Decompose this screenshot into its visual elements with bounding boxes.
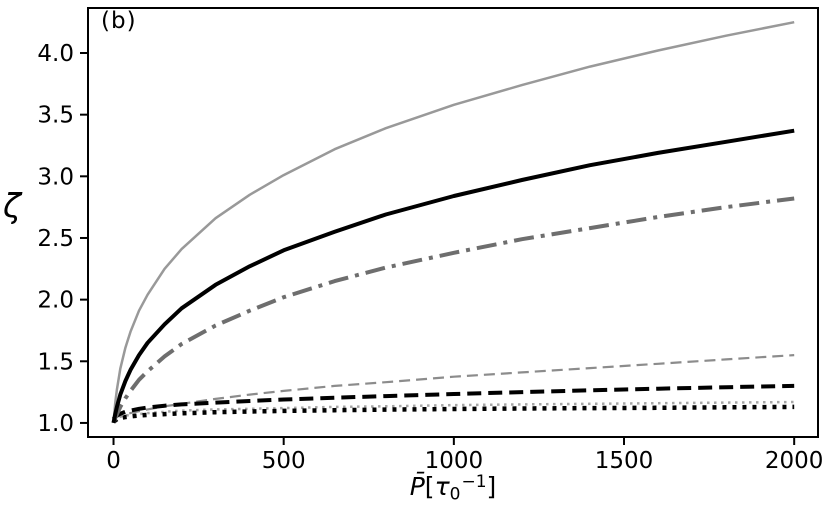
x-axis-superscript: −1 (461, 472, 487, 493)
y-axis-label: ζ (3, 186, 21, 225)
axes-box (87, 7, 819, 438)
x-tick-label: 1000 (425, 448, 484, 474)
x-axis-subscript: 0 (449, 484, 461, 505)
panel-label: (b) (101, 8, 137, 34)
x-axis-bracket-open: [ (424, 472, 435, 501)
curve-dashed-black (111, 383, 795, 421)
x-tick-label: 0 (106, 448, 121, 474)
curve-dotted-black (112, 404, 795, 424)
y-tick-label: 1.5 (37, 349, 74, 375)
y-tick-label: 1.0 (37, 411, 74, 437)
x-axis-bracket-close: ] (486, 472, 497, 501)
curve-dotted-gray (112, 400, 795, 422)
y-tick-label: 2.5 (37, 226, 74, 252)
x-tick-label: 500 (262, 448, 306, 474)
x-axis-tau: τ (434, 472, 450, 501)
curve-solid-black (111, 128, 795, 424)
x-axis-variable: P̄ (409, 472, 425, 501)
y-tick-label: 3.0 (37, 164, 74, 190)
x-tick-label: 1500 (595, 448, 654, 474)
curve-dashdot-gray (111, 196, 795, 424)
x-axis-label: P̄[τ0−1] (88, 472, 818, 504)
y-tick-label: 4.0 (37, 41, 74, 67)
y-tick-label: 2.0 (37, 288, 74, 314)
curve-solid-gray (112, 20, 795, 424)
y-tick-label: 3.5 (37, 103, 74, 129)
x-tick-label: 2000 (765, 448, 824, 474)
